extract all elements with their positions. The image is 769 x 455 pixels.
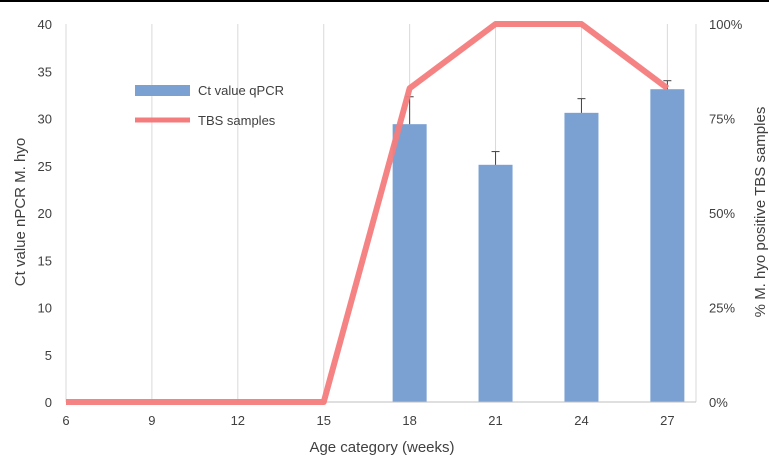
y-tick-label-40: 40 (38, 17, 52, 32)
line-series (66, 21, 670, 405)
bar-21 (478, 164, 513, 402)
y2-axis-ticks: 0% 25% 50% 75% 100% (709, 17, 743, 410)
y2-tick-label-2: 50% (709, 206, 735, 221)
x-tick-label-24: 24 (574, 413, 588, 428)
x-tick-label-6: 6 (62, 413, 69, 428)
bar-18 (392, 124, 427, 403)
y-tick-label-15: 15 (38, 253, 52, 268)
y-axis-title: Ct value nPCR M. hyo (12, 138, 29, 286)
x-tick-label-12: 12 (231, 413, 245, 428)
x-tick-label-27: 27 (660, 413, 674, 428)
x-tick-label-18: 18 (402, 413, 416, 428)
legend-swatch-bar (135, 85, 190, 96)
x-axis-ticks: 6 9 12 15 18 21 24 27 (62, 413, 674, 428)
x-tick-label-9: 9 (148, 413, 155, 428)
y-tick-label-10: 10 (38, 301, 52, 316)
y2-tick-label-1: 25% (709, 301, 735, 316)
y2-axis-title: % M. hyo positive TBS samples (752, 107, 769, 318)
y-tick-label-35: 35 (38, 64, 52, 79)
legend-label-line: TBS samples (198, 113, 276, 128)
y2-tick-label-3: 75% (709, 112, 735, 127)
legend-label-bar: Ct value qPCR (198, 83, 284, 98)
bar-series (392, 89, 685, 403)
legend: Ct value qPCR TBS samples (135, 83, 284, 128)
y-tick-label-25: 25 (38, 159, 52, 174)
line-path (66, 21, 670, 405)
x-tick-label-15: 15 (316, 413, 330, 428)
y-tick-label-5: 5 (45, 348, 52, 363)
bar-24 (564, 112, 599, 402)
x-tick-label-21: 21 (488, 413, 502, 428)
error-bars (405, 80, 672, 165)
bar-27 (650, 89, 685, 402)
y2-tick-label-0: 0% (709, 395, 728, 410)
y-axis-ticks: 0 5 10 15 20 25 30 35 40 (38, 17, 52, 410)
y2-tick-label-4: 100% (709, 17, 743, 32)
y-tick-label-30: 30 (38, 112, 52, 127)
y-tick-label-20: 20 (38, 206, 52, 221)
gridlines (65, 24, 697, 402)
y-tick-label-0: 0 (45, 395, 52, 410)
x-axis-title: Age category (weeks) (309, 439, 454, 455)
